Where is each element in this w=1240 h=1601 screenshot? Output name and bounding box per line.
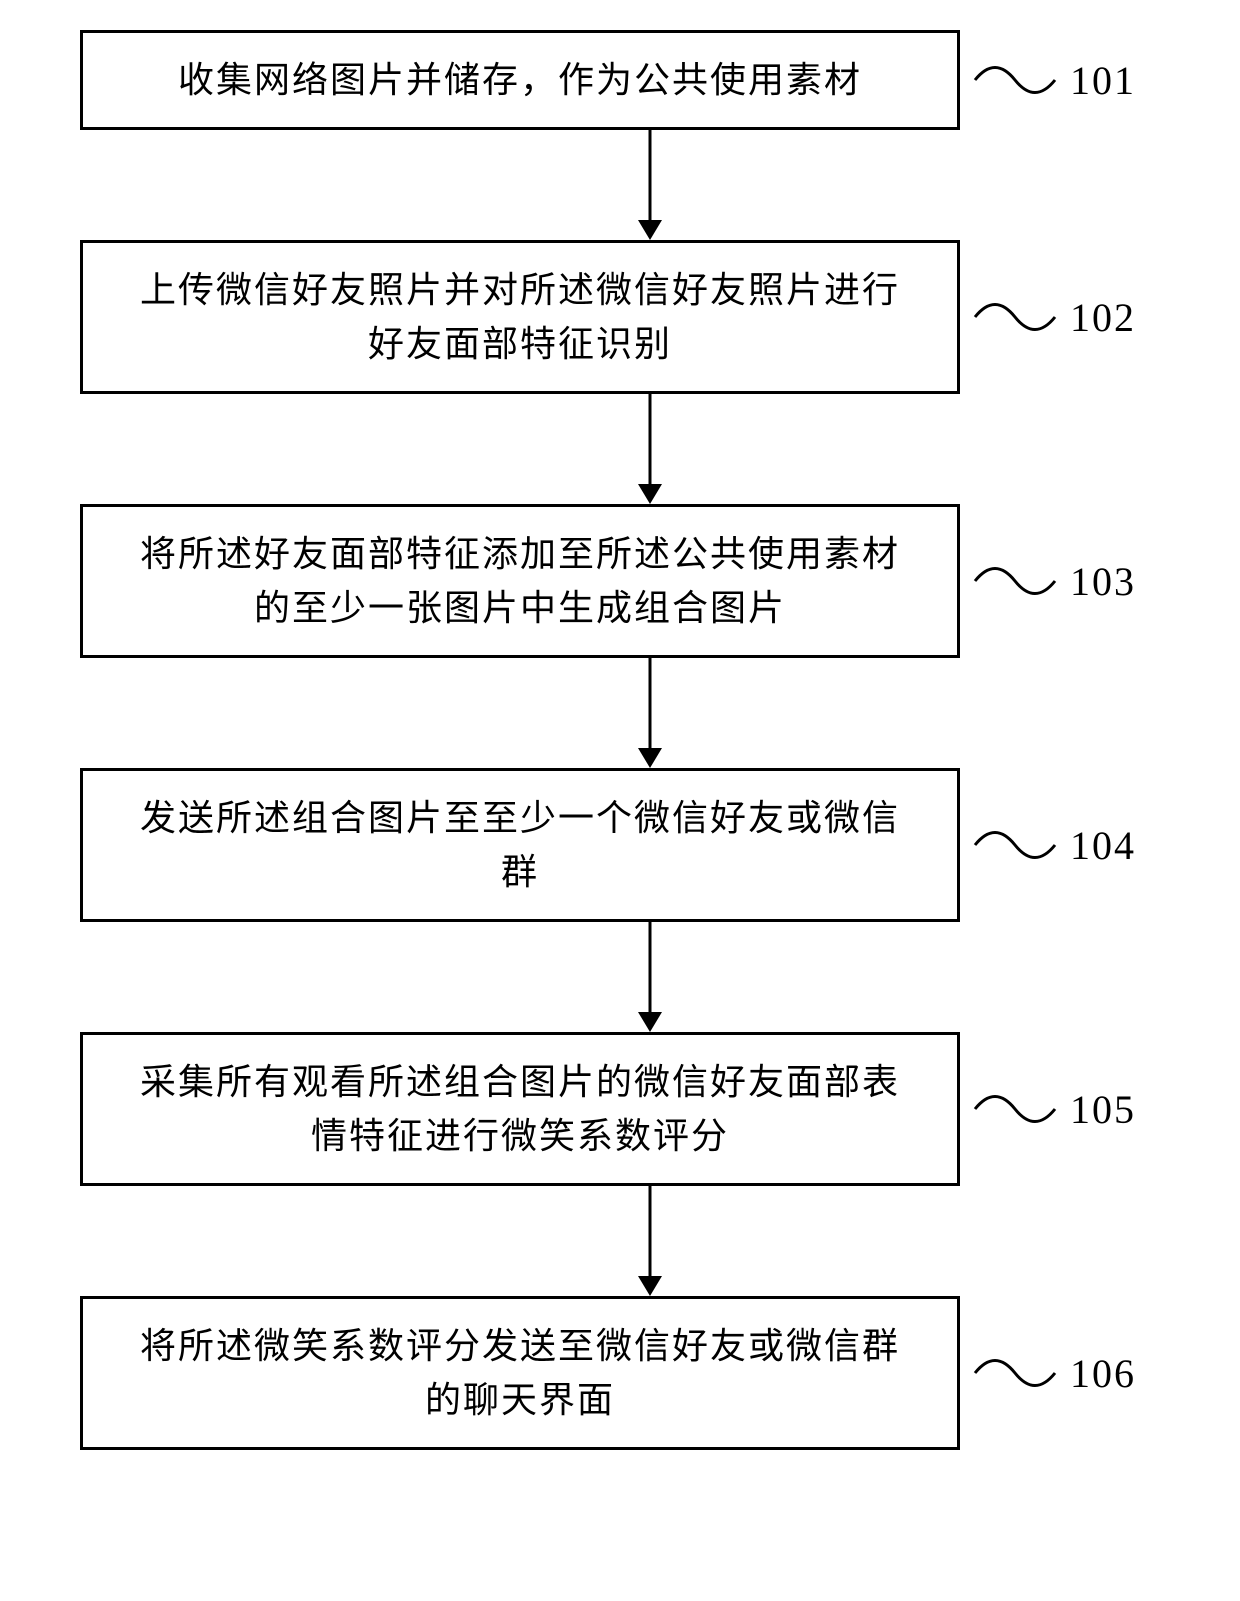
connector-104: 104 [970, 815, 1136, 875]
step-text-103: 将所述好友面部特征添加至所述公共使用素材的至少一张图片中生成组合图片 [123, 527, 917, 635]
step-box-102: 上传微信好友照片并对所述微信好友照片进行好友面部特征识别 [80, 240, 960, 394]
step-row-104: 发送所述组合图片至至少一个微信好友或微信群 104 [20, 768, 1220, 922]
step-box-101: 收集网络图片并储存，作为公共使用素材 [80, 30, 960, 130]
step-text-101: 收集网络图片并储存，作为公共使用素材 [178, 53, 862, 107]
down-arrow-icon [630, 658, 670, 768]
step-text-102: 上传微信好友照片并对所述微信好友照片进行好友面部特征识别 [123, 263, 917, 371]
step-label-104: 104 [1070, 822, 1136, 869]
flowchart-container: 收集网络图片并储存，作为公共使用素材 101 上传微信好友照片并对所述微信好友照… [20, 30, 1220, 1450]
connector-105: 105 [970, 1079, 1136, 1139]
step-box-103: 将所述好友面部特征添加至所述公共使用素材的至少一张图片中生成组合图片 [80, 504, 960, 658]
connector-102: 102 [970, 287, 1136, 347]
step-label-101: 101 [1070, 57, 1136, 104]
step-text-104: 发送所述组合图片至至少一个微信好友或微信群 [123, 791, 917, 899]
step-box-106: 将所述微笑系数评分发送至微信好友或微信群的聊天界面 [80, 1296, 960, 1450]
down-arrow-icon [630, 130, 670, 240]
step-row-102: 上传微信好友照片并对所述微信好友照片进行好友面部特征识别 102 [20, 240, 1220, 394]
connector-103: 103 [970, 551, 1136, 611]
arrow-4 [210, 922, 1090, 1032]
curve-icon [970, 815, 1060, 875]
arrow-5 [210, 1186, 1090, 1296]
step-row-105: 采集所有观看所述组合图片的微信好友面部表情特征进行微笑系数评分 105 [20, 1032, 1220, 1186]
step-text-105: 采集所有观看所述组合图片的微信好友面部表情特征进行微笑系数评分 [123, 1055, 917, 1163]
step-row-106: 将所述微笑系数评分发送至微信好友或微信群的聊天界面 106 [20, 1296, 1220, 1450]
step-box-105: 采集所有观看所述组合图片的微信好友面部表情特征进行微笑系数评分 [80, 1032, 960, 1186]
curve-icon [970, 551, 1060, 611]
down-arrow-icon [630, 922, 670, 1032]
curve-icon [970, 1343, 1060, 1403]
curve-icon [970, 287, 1060, 347]
arrow-3 [210, 658, 1090, 768]
step-row-103: 将所述好友面部特征添加至所述公共使用素材的至少一张图片中生成组合图片 103 [20, 504, 1220, 658]
connector-106: 106 [970, 1343, 1136, 1403]
arrow-1 [210, 130, 1090, 240]
curve-icon [970, 50, 1060, 110]
down-arrow-icon [630, 1186, 670, 1296]
arrow-2 [210, 394, 1090, 504]
step-row-101: 收集网络图片并储存，作为公共使用素材 101 [20, 30, 1220, 130]
step-label-106: 106 [1070, 1350, 1136, 1397]
step-box-104: 发送所述组合图片至至少一个微信好友或微信群 [80, 768, 960, 922]
step-label-103: 103 [1070, 558, 1136, 605]
step-label-105: 105 [1070, 1086, 1136, 1133]
down-arrow-icon [630, 394, 670, 504]
curve-icon [970, 1079, 1060, 1139]
connector-101: 101 [970, 50, 1136, 110]
step-label-102: 102 [1070, 294, 1136, 341]
step-text-106: 将所述微笑系数评分发送至微信好友或微信群的聊天界面 [123, 1319, 917, 1427]
